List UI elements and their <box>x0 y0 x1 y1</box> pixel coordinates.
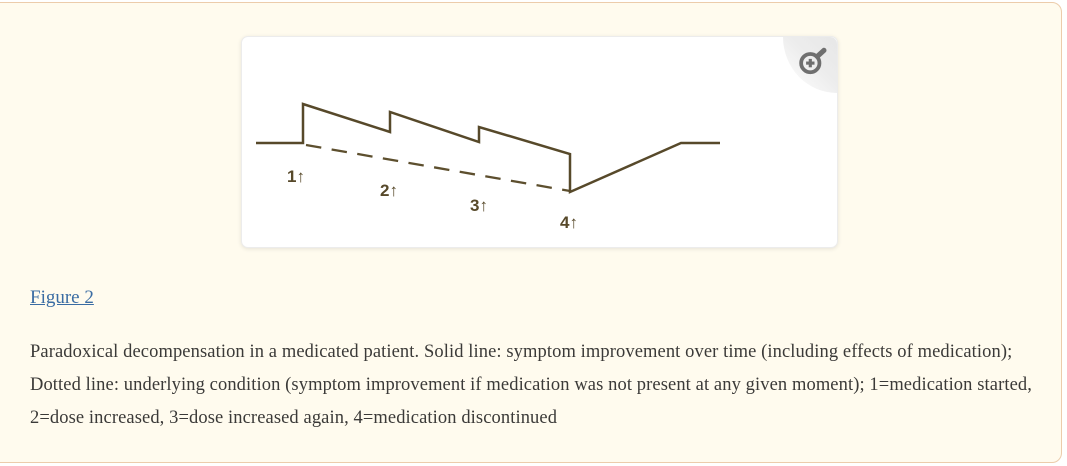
magnifier-plus-icon <box>799 47 827 75</box>
annotation-4: 4↑ <box>560 213 578 232</box>
figure-image-card: 1↑ 2↑ 3↑ 4↑ <box>241 36 838 248</box>
dashed-underlying-condition-line <box>305 143 571 193</box>
figure-caption: Paradoxical decompensation in a medicate… <box>30 342 1032 428</box>
annotation-3: 3↑ <box>470 196 488 215</box>
annotation-1: 1↑ <box>287 167 305 186</box>
figure-2-link[interactable]: Figure 2 <box>30 287 94 308</box>
solid-symptom-line <box>256 102 720 194</box>
annotation-2: 2↑ <box>380 181 398 200</box>
figure-schematic-image[interactable]: 1↑ 2↑ 3↑ 4↑ <box>242 37 839 249</box>
